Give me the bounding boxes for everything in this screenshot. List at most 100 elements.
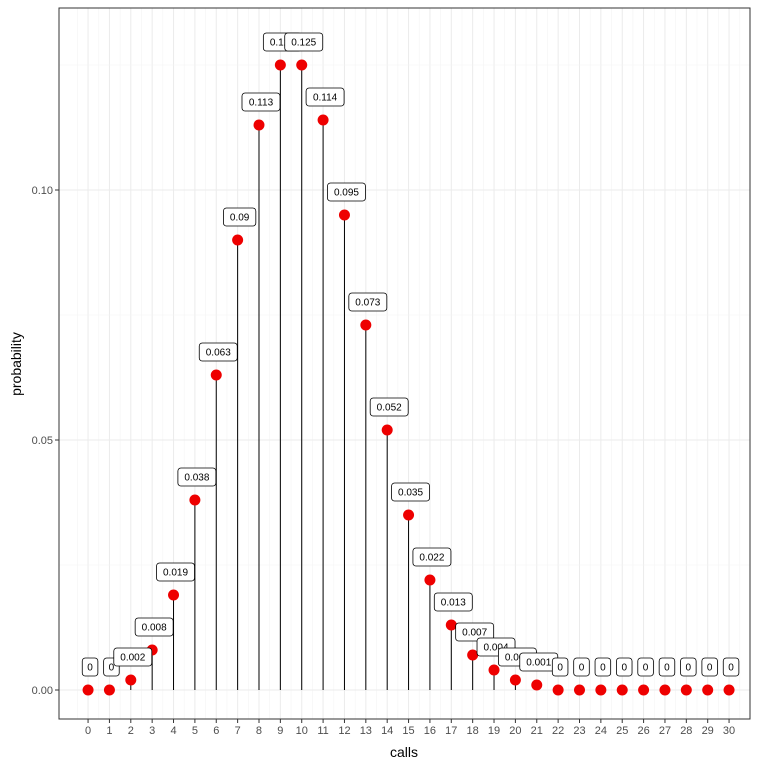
- data-point: [702, 684, 714, 696]
- data-point: [125, 674, 137, 686]
- data-label: 0: [573, 657, 590, 677]
- data-label-text: 0.019: [163, 568, 188, 579]
- x-tick-label: 8: [256, 725, 262, 737]
- data-label-box: [594, 657, 612, 677]
- data-label-text: 0.007: [462, 628, 487, 639]
- data-label-box: [455, 622, 495, 642]
- data-label-box: [680, 657, 697, 677]
- data-point: [488, 664, 500, 676]
- data-label-text: 0: [707, 663, 713, 674]
- x-tick-label: 11: [317, 725, 328, 737]
- data-point: [210, 369, 222, 381]
- data-label-box: [391, 482, 430, 502]
- data-label-text: 0: [557, 663, 563, 674]
- data-label-text: 0: [87, 663, 93, 674]
- data-point: [424, 574, 436, 586]
- data-label-text: 0: [109, 663, 115, 674]
- data-label-text: 0.125: [291, 38, 316, 49]
- data-label-box: [241, 92, 281, 112]
- y-tick-label: 0.05: [32, 435, 53, 447]
- y-tick-label: 0.10: [32, 185, 53, 197]
- data-point: [509, 674, 521, 686]
- points: [82, 59, 735, 696]
- data-label-text: 0: [686, 663, 692, 674]
- x-tick-label: 24: [595, 725, 607, 737]
- data-point: [723, 684, 735, 696]
- x-tick-label: 3: [149, 725, 155, 737]
- data-label: 0.114: [305, 87, 345, 107]
- data-label: 0: [594, 657, 612, 677]
- data-label-box: [284, 32, 324, 52]
- data-label: 0.113: [241, 92, 281, 112]
- data-label-text: 0.002: [120, 653, 145, 664]
- data-label-text: 0.114: [313, 93, 338, 104]
- x-tick-label: 9: [277, 725, 283, 737]
- data-label: 0: [81, 657, 99, 677]
- data-label-text: 0.113: [249, 98, 274, 109]
- x-tick-label: 15: [402, 725, 414, 737]
- data-label-text: 0.008: [142, 623, 167, 634]
- x-axis-label: calls: [390, 744, 418, 760]
- data-label-text: 0.013: [441, 598, 466, 609]
- x-tick-label: 29: [702, 725, 714, 737]
- data-label-box: [223, 207, 257, 227]
- x-tick-label: 25: [616, 725, 628, 737]
- data-labels: 0 0 0.002 0.008 0.019 0.038 0.063 0.09 0.113 0.12…: [81, 32, 740, 677]
- data-point: [338, 209, 350, 221]
- x-tick-label: 12: [338, 725, 350, 737]
- data-label: 0.063: [198, 342, 238, 362]
- data-point: [253, 119, 265, 131]
- data-label-box: [305, 87, 345, 107]
- data-label-box: [327, 182, 366, 202]
- data-point: [573, 684, 585, 696]
- y-tick-label: 0.00: [32, 685, 53, 697]
- data-point: [168, 589, 180, 601]
- data-label-text: 0: [621, 663, 627, 674]
- data-label-box: [701, 657, 718, 677]
- data-label-text: 0.035: [398, 488, 423, 499]
- data-label-text: 0.125: [270, 38, 295, 49]
- data-label-box: [637, 657, 654, 677]
- data-point: [467, 649, 479, 661]
- stems: [130, 65, 538, 690]
- data-label-text: 0.022: [419, 553, 444, 564]
- x-tick-label: 10: [296, 725, 308, 737]
- data-label-box: [369, 397, 409, 417]
- data-label-text: 0.004: [484, 643, 509, 654]
- data-label: 0.125: [284, 32, 324, 52]
- data-point: [360, 319, 372, 331]
- x-tick-label: 20: [509, 725, 521, 737]
- data-point: [274, 59, 286, 71]
- x-axis: 0 1 2 3 4 5 6 7 8 9 10 11 12 13 14 15 16 17 18 19 20 21 22 23 24…: [85, 719, 735, 737]
- panel-border: [58, 7, 751, 720]
- data-label: 0.09: [223, 207, 257, 227]
- data-label-box: [134, 617, 174, 637]
- data-label: 0: [637, 657, 654, 677]
- y-axis-label: probability: [8, 332, 24, 396]
- data-label: 0.007: [455, 622, 495, 642]
- data-label-text: 0.038: [184, 473, 209, 484]
- x-tick-label: 19: [488, 725, 500, 737]
- data-label-box: [573, 657, 590, 677]
- data-label: 0.013: [433, 592, 473, 612]
- data-label-box: [616, 657, 633, 677]
- data-label-text: 0.002: [505, 653, 530, 664]
- x-tick-label: 18: [467, 725, 479, 737]
- data-label-box: [722, 657, 740, 677]
- data-label-text: 0.095: [334, 188, 359, 199]
- data-label: 0.022: [412, 547, 452, 567]
- data-point: [317, 114, 329, 126]
- x-tick-label: 21: [531, 725, 543, 737]
- data-label-box: [412, 547, 452, 567]
- x-tick-label: 16: [424, 725, 436, 737]
- data-point: [381, 424, 393, 436]
- data-label-text: 0: [579, 663, 585, 674]
- data-label-box: [177, 467, 217, 487]
- data-label: 0.095: [327, 182, 366, 202]
- data-label: 0: [680, 657, 697, 677]
- data-label-text: 0.001: [526, 658, 551, 669]
- data-label-box: [348, 292, 388, 312]
- data-label: 0.073: [348, 292, 388, 312]
- data-point: [103, 684, 115, 696]
